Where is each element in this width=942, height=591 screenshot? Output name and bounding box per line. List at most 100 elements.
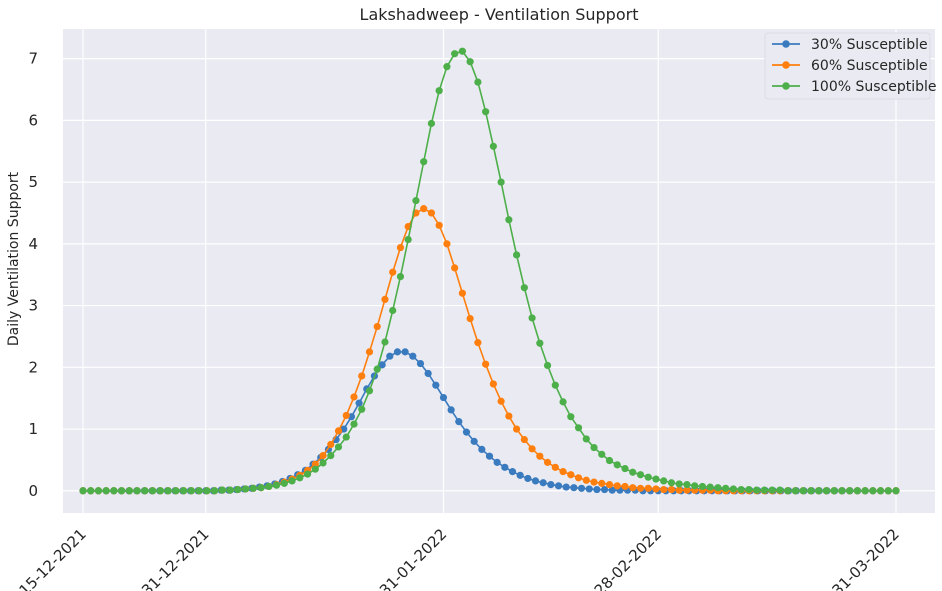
data-point	[799, 487, 807, 495]
data-point	[683, 486, 691, 494]
series-layer	[79, 47, 900, 495]
data-point	[265, 482, 273, 491]
data-point	[531, 477, 540, 485]
data-point	[791, 487, 799, 495]
data-point	[497, 397, 505, 405]
data-point	[118, 487, 126, 495]
data-point	[776, 486, 784, 494]
y-tick-label: 0	[28, 482, 38, 500]
data-point	[559, 468, 567, 476]
data-point	[598, 450, 606, 458]
data-point	[365, 348, 374, 356]
legend-marker	[782, 61, 790, 69]
data-point	[551, 381, 559, 389]
data-point	[636, 471, 645, 479]
data-point	[505, 216, 513, 224]
data-point	[180, 487, 188, 495]
data-point	[303, 470, 312, 478]
data-point	[667, 479, 676, 487]
data-point	[600, 485, 609, 494]
data-point	[272, 481, 281, 489]
data-point	[838, 487, 846, 495]
data-point	[319, 451, 327, 460]
data-point	[528, 314, 536, 322]
y-tick-label: 2	[28, 358, 38, 376]
data-point	[358, 405, 366, 413]
legend-label: 100% Susceptible	[811, 79, 937, 95]
data-point	[660, 477, 668, 485]
data-point	[520, 284, 528, 292]
data-point	[234, 485, 242, 494]
data-point	[427, 119, 436, 128]
data-point	[652, 475, 660, 483]
data-point	[667, 485, 676, 494]
data-point	[466, 314, 474, 323]
data-point	[590, 443, 598, 452]
data-point	[577, 484, 586, 492]
data-point	[211, 487, 219, 495]
data-point	[334, 427, 343, 435]
data-point	[629, 468, 637, 476]
data-point	[393, 348, 402, 356]
data-point	[520, 435, 528, 444]
y-tick-label: 4	[28, 235, 38, 253]
data-point	[416, 360, 425, 368]
data-point	[389, 268, 397, 276]
data-point	[513, 251, 521, 259]
y-tick-label: 7	[28, 50, 38, 68]
data-point	[629, 484, 637, 492]
data-point	[567, 413, 575, 421]
data-point	[861, 487, 869, 495]
data-point	[497, 178, 505, 186]
data-point	[585, 485, 593, 493]
data-point	[478, 445, 486, 454]
data-point	[443, 240, 451, 248]
data-point	[311, 460, 319, 468]
data-point	[378, 361, 386, 369]
data-point	[396, 243, 405, 252]
x-tick-label: 15-12-2021	[15, 525, 89, 591]
data-point	[501, 463, 509, 471]
y-tick-label: 5	[28, 173, 38, 191]
data-point	[675, 480, 683, 488]
data-point	[79, 487, 87, 495]
data-point	[745, 485, 753, 494]
data-point	[516, 471, 524, 479]
data-point	[613, 482, 621, 490]
data-point	[722, 484, 730, 492]
data-point	[451, 264, 459, 272]
data-point	[327, 440, 335, 449]
data-point	[389, 306, 397, 315]
x-tick-label: 31-01-2022	[376, 525, 450, 591]
data-point	[203, 487, 211, 495]
data-point	[737, 485, 745, 494]
data-point	[455, 418, 463, 426]
data-point	[567, 471, 575, 479]
data-point	[482, 360, 490, 368]
data-point	[195, 487, 203, 495]
y-tick-label: 6	[28, 111, 38, 129]
data-point	[342, 433, 350, 441]
data-point	[489, 380, 497, 388]
data-point	[636, 484, 645, 492]
data-point	[830, 487, 838, 495]
data-point	[334, 443, 343, 451]
data-point	[156, 487, 165, 495]
data-point	[559, 398, 567, 406]
y-axis-title: Daily Ventilation Support	[6, 171, 22, 346]
data-point	[296, 474, 304, 482]
data-point	[729, 485, 738, 493]
data-point	[420, 158, 428, 166]
data-point	[489, 142, 497, 150]
data-point	[482, 108, 490, 116]
chart-title: Lakshadweep - Ventilation Support	[360, 5, 639, 24]
data-point	[319, 459, 327, 467]
data-point	[508, 468, 517, 476]
data-point	[822, 487, 830, 495]
data-point	[543, 361, 552, 370]
data-point	[466, 58, 474, 66]
data-point	[373, 322, 381, 331]
data-point	[536, 452, 544, 460]
data-point	[218, 486, 226, 494]
data-point	[102, 487, 110, 495]
